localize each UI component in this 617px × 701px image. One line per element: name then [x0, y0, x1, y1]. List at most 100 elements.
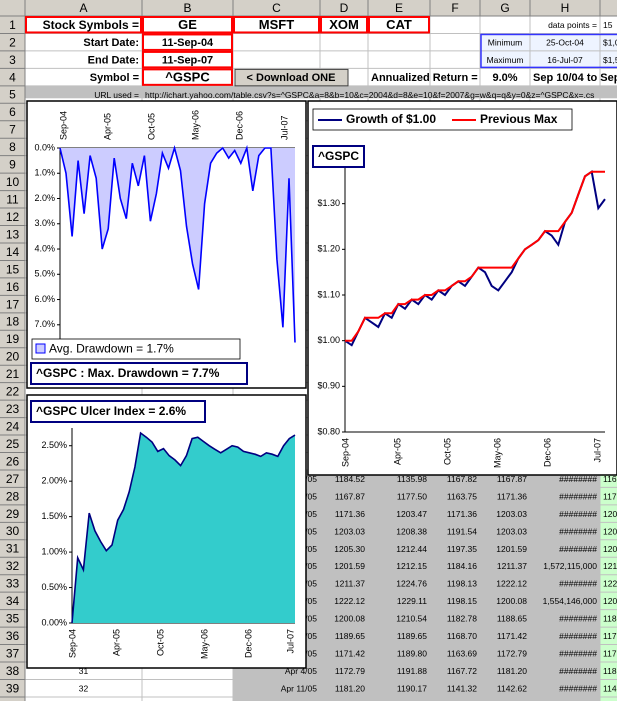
cell: 1203.03 — [496, 509, 527, 519]
cell: Stock Symbols = — [43, 18, 139, 32]
row-header: 1 — [9, 18, 16, 32]
cell: 1189.65 — [397, 631, 427, 641]
area — [60, 148, 295, 343]
cell: End Date: — [88, 55, 139, 67]
row-header: 12 — [6, 210, 20, 224]
line — [59, 144, 296, 343]
cell: 1201.59 — [496, 544, 527, 554]
row-header: 37 — [6, 646, 20, 660]
row-header: 8 — [9, 140, 16, 154]
row-header: 15 — [6, 262, 20, 276]
cell: Minimum — [488, 37, 522, 47]
cell: 1172.79 — [497, 649, 527, 659]
cell: 1212.15 — [396, 561, 427, 571]
highlight-box — [142, 16, 233, 34]
cell: 1208.38 — [396, 526, 427, 536]
data-area-green — [600, 469, 617, 701]
cell: 1222.12 — [334, 596, 365, 606]
row-header: 11 — [6, 193, 19, 207]
row-header: 21 — [6, 367, 20, 381]
row-header: 17 — [6, 297, 20, 311]
cell: 1181.20 — [335, 683, 365, 693]
cell: ######## — [559, 491, 597, 501]
legend-label: Previous Max — [480, 112, 558, 126]
x-tick-label: Oct-05 — [155, 629, 165, 656]
cell: Apr 11/05 — [281, 683, 318, 693]
cell: 1163.69 — [447, 649, 477, 659]
y-tick-label: 2.50% — [41, 440, 67, 450]
y-tick-label: $1.30 — [317, 198, 340, 208]
cell: ^GSPC — [165, 70, 210, 85]
cell: /05 — [305, 544, 317, 554]
cell: 121 — [603, 561, 617, 571]
row-header: 9 — [9, 158, 16, 172]
cell: 1200.08 — [334, 614, 365, 624]
row-header: 35 — [6, 612, 20, 626]
cell: /05 — [305, 649, 317, 659]
cell: /05 — [305, 509, 317, 519]
cell: 1203.03 — [496, 526, 527, 536]
cell: 1224.76 — [396, 579, 427, 589]
chart: 0.00% 0.50% 1.00% 1.50% 2.00% 2.50% Sep-04 Apr-… — [26, 394, 307, 669]
row-header: 16 — [6, 280, 20, 294]
title-box — [312, 145, 365, 168]
cell: 114 — [603, 683, 617, 693]
cell: 1211.37 — [497, 561, 527, 571]
title-box — [30, 400, 206, 423]
cell: 117 — [603, 631, 617, 641]
cell: 1188.65 — [497, 614, 527, 624]
cell: ######## — [559, 683, 597, 693]
column-header: A — [79, 1, 87, 15]
cell: 1198.15 — [447, 596, 477, 606]
cell: 31 — [79, 666, 89, 676]
y-tick-label: 7.0% — [34, 319, 55, 329]
cell: Sep 10/04 to Sep — [533, 72, 617, 84]
cell: ######## — [559, 579, 597, 589]
cell: /05 — [305, 474, 317, 484]
cell: /05 — [305, 561, 317, 571]
row-header: 29 — [6, 507, 20, 521]
x-tick-label: Jul-07 — [285, 629, 295, 654]
cell: /05 — [305, 631, 317, 641]
cell: 1171.36 — [335, 509, 365, 519]
cell: 1,554,146,000 — [543, 596, 598, 606]
row-header: 10 — [6, 175, 20, 189]
highlight-box — [25, 16, 142, 34]
highlight-box — [142, 68, 233, 86]
cell: 1200.08 — [496, 596, 527, 606]
cell: 15 — [603, 20, 613, 30]
cell: 9.0% — [492, 72, 517, 84]
x-tick-label: Apr-05 — [111, 629, 121, 656]
y-tick-label: 1.0% — [34, 168, 55, 178]
row-header: 14 — [6, 245, 20, 259]
cell: 120 — [603, 509, 617, 519]
row-header: 18 — [6, 315, 20, 329]
cell: XOM — [329, 17, 359, 32]
cell: 1190.17 — [397, 683, 427, 693]
download-button[interactable] — [234, 68, 349, 87]
y-tick-label: 5.0% — [34, 269, 55, 279]
row-header: 23 — [6, 402, 20, 416]
y-tick-label: $0.80 — [317, 426, 340, 436]
column-header: B — [183, 1, 191, 15]
chart-title: ^GSPC Ulcer Index = 2.6% — [36, 404, 186, 418]
cell: ######## — [559, 631, 597, 641]
cell: 1181.20 — [497, 666, 527, 676]
row-header: 6 — [9, 105, 16, 119]
x-tick-label: Dec-06 — [234, 111, 244, 140]
line — [345, 170, 605, 342]
cell: 1167.87 — [335, 491, 365, 501]
cell: ######## — [559, 614, 597, 624]
x-tick-label: Apr-05 — [102, 113, 112, 140]
cell: Annualized Return = — [371, 72, 478, 84]
legend-label: Growth of $1.00 — [346, 112, 436, 126]
y-tick-label: 2.00% — [41, 476, 67, 486]
cell: URL used = — [94, 90, 139, 100]
x-tick-label: Jul-07 — [592, 438, 602, 463]
cell: 1167.72 — [447, 666, 477, 676]
cell: 1203.03 — [334, 526, 365, 536]
cell: 1177.50 — [397, 491, 427, 501]
cell: ######## — [559, 666, 597, 676]
row-header-bar — [0, 0, 25, 701]
